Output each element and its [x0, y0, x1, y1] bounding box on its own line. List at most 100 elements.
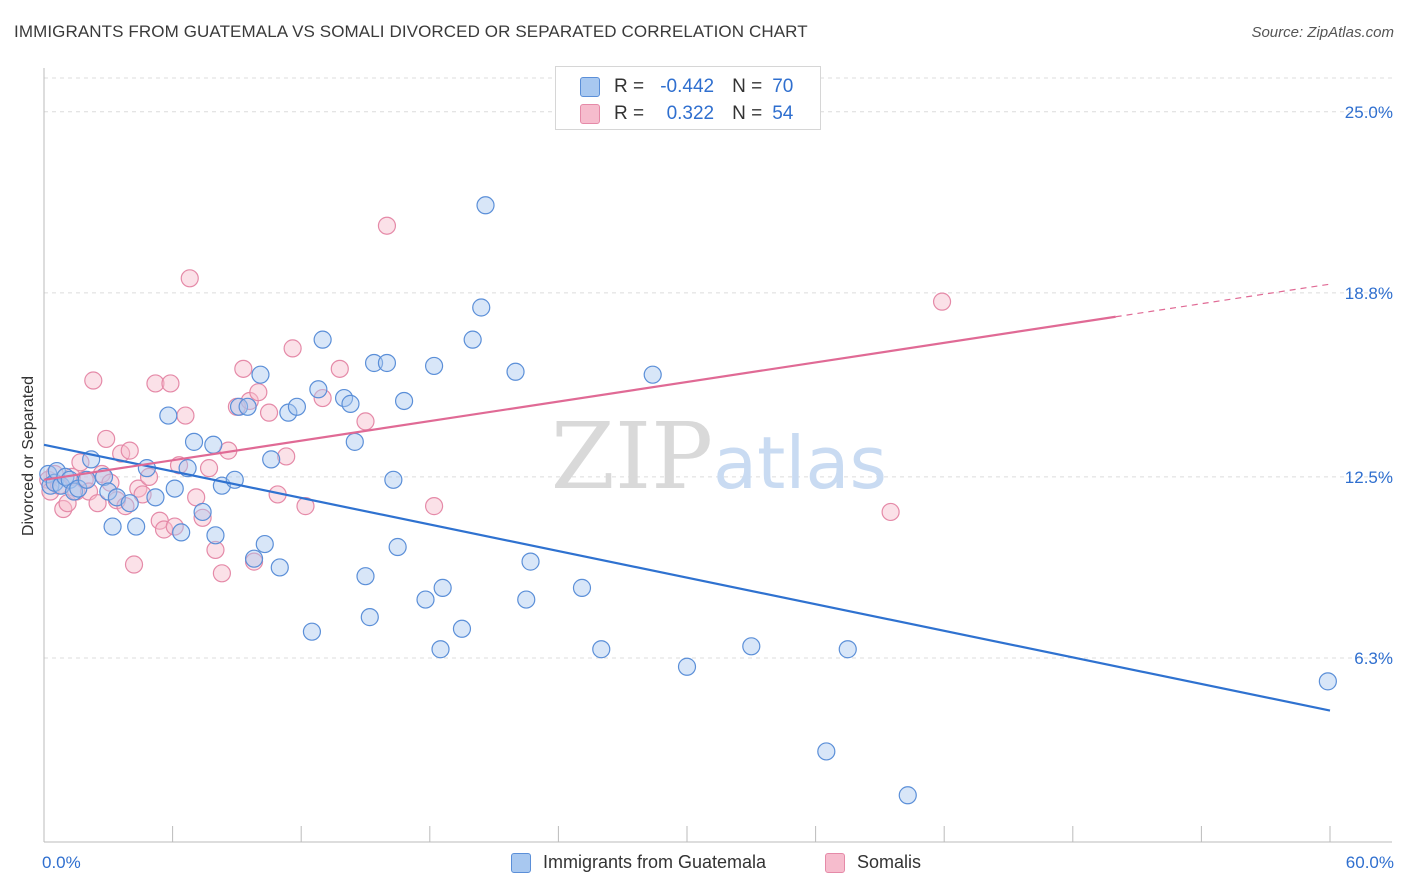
point-guatemala: [262, 450, 281, 469]
point-somalis: [277, 447, 296, 466]
point-guatemala: [394, 391, 414, 411]
watermark: ZIP atlas: [551, 403, 887, 510]
r-value: 0.322: [666, 103, 715, 124]
point-somalis: [313, 388, 332, 408]
y-tick-label: 12.5%: [1345, 468, 1393, 487]
point-guatemala: [677, 657, 697, 676]
y-tick-label: 18.8%: [1345, 284, 1393, 303]
series-legend: Immigrants from Guatemala Somalis: [0, 852, 1406, 876]
point-somalis: [212, 564, 231, 583]
point-guatemala: [898, 786, 917, 805]
legend-swatch-blue: [511, 852, 531, 873]
stats-row-guatemala: R = -0.442 N = 70: [580, 75, 793, 99]
point-guatemala: [238, 397, 257, 416]
point-guatemala: [244, 549, 264, 568]
point-somalis: [120, 441, 139, 460]
point-guatemala: [416, 590, 435, 609]
series-guatemala-points: [39, 196, 1337, 805]
point-guatemala: [94, 467, 114, 487]
point-guatemala: [364, 353, 384, 373]
point-somalis: [176, 406, 195, 425]
r-label: R =: [614, 103, 645, 124]
point-guatemala: [377, 353, 397, 373]
watermark-zip: ZIP: [551, 403, 713, 510]
point-somalis: [249, 383, 268, 402]
x-tick-left: 0.0%: [42, 853, 81, 872]
point-somalis: [84, 371, 103, 390]
y-tick-labels: 6.3% 12.5% 18.8% 25.0%: [1345, 103, 1393, 668]
point-somalis: [71, 453, 90, 472]
n-label: N =: [732, 76, 763, 97]
point-guatemala: [172, 523, 191, 542]
r-label: R =: [614, 76, 645, 97]
point-somalis: [193, 508, 212, 527]
point-guatemala: [572, 578, 592, 597]
point-somalis: [161, 374, 180, 393]
n-value: 54: [772, 103, 794, 124]
trend-line-somalis: [43, 315, 1116, 481]
point-somalis: [283, 339, 302, 358]
legend-item-somalis[interactable]: Somalis: [825, 852, 921, 873]
chart-title: IMMIGRANTS FROM GUATEMALA VS SOMALI DIVO…: [14, 22, 808, 41]
point-somalis: [259, 403, 279, 422]
legend-item-guatemala[interactable]: Immigrants from Guatemala: [511, 852, 766, 873]
stats-row-somalis: R = 0.322 N = 54: [580, 102, 793, 126]
point-guatemala: [206, 526, 225, 545]
point-somalis: [88, 494, 107, 513]
point-guatemala: [313, 330, 332, 349]
point-guatemala: [592, 640, 611, 659]
point-guatemala: [146, 488, 165, 507]
point-guatemala: [165, 479, 184, 498]
point-somalis: [97, 429, 116, 449]
trend-line-guatemala: [43, 443, 1331, 712]
point-guatemala: [384, 470, 403, 489]
point-somalis: [296, 497, 315, 516]
legend-swatch-blue: [580, 77, 600, 97]
n-label: N =: [732, 103, 763, 124]
point-guatemala: [388, 537, 407, 557]
point-guatemala: [184, 432, 204, 451]
legend-label-somalis: Somalis: [857, 852, 922, 872]
point-guatemala: [1318, 672, 1337, 691]
point-guatemala: [251, 365, 270, 384]
point-somalis: [234, 359, 253, 378]
point-guatemala: [178, 459, 197, 478]
point-guatemala: [270, 558, 289, 577]
point-guatemala: [120, 494, 139, 513]
point-somalis: [154, 520, 174, 539]
point-guatemala: [193, 502, 212, 522]
point-somalis: [206, 540, 225, 560]
legend-swatch-pink: [825, 852, 845, 873]
y-tick-label: 25.0%: [1345, 103, 1393, 122]
point-guatemala: [77, 470, 96, 489]
axes: [43, 68, 1392, 843]
point-guatemala: [103, 517, 122, 536]
point-guatemala: [345, 432, 364, 451]
point-somalis: [330, 359, 349, 378]
point-guatemala: [204, 435, 223, 454]
point-guatemala: [643, 365, 662, 384]
point-guatemala: [302, 622, 322, 641]
point-somalis: [377, 216, 397, 235]
stats-legend: R = -0.442 N = 70 R = 0.322 N = 54: [555, 66, 821, 130]
point-guatemala: [287, 397, 307, 416]
point-guatemala: [472, 298, 491, 317]
source-label: Source: ZipAtlas.com: [1251, 24, 1394, 41]
point-guatemala: [159, 406, 178, 425]
point-guatemala: [341, 394, 360, 413]
legend-label-guatemala: Immigrants from Guatemala: [543, 852, 767, 872]
point-guatemala: [476, 196, 495, 215]
r-value: -0.442: [660, 76, 715, 97]
point-guatemala: [431, 640, 450, 659]
point-somalis: [180, 269, 199, 288]
point-somalis: [932, 292, 952, 311]
point-guatemala: [424, 356, 444, 376]
point-guatemala: [452, 619, 472, 638]
point-guatemala: [255, 534, 274, 554]
point-guatemala: [433, 578, 452, 597]
point-guatemala: [360, 608, 379, 627]
point-somalis: [199, 459, 219, 478]
trend-line-somalis-extension: [1115, 283, 1331, 318]
point-guatemala: [838, 640, 857, 659]
